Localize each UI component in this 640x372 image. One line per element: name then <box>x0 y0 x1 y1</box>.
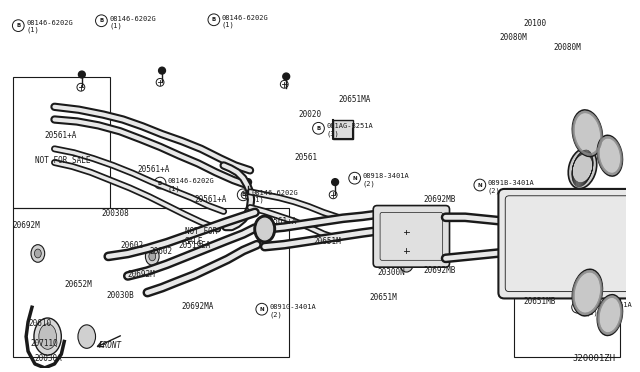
Text: 20692MB: 20692MB <box>423 266 456 275</box>
Text: B: B <box>158 180 162 186</box>
Text: 081A6-B251A
(3): 081A6-B251A (3) <box>586 302 632 316</box>
Ellipse shape <box>522 254 536 272</box>
Text: 20610: 20610 <box>28 319 51 328</box>
Ellipse shape <box>145 248 159 265</box>
Ellipse shape <box>597 135 623 176</box>
Text: 08146-6202G
(1): 08146-6202G (1) <box>109 16 156 29</box>
Text: 08918-3401A
(2): 08918-3401A (2) <box>362 173 409 187</box>
Text: 20711Q: 20711Q <box>30 339 58 347</box>
Text: 200308: 200308 <box>101 209 129 218</box>
Text: 20561+A: 20561+A <box>45 131 77 140</box>
Text: 08146-6202G
(1): 08146-6202G (1) <box>168 178 214 192</box>
Ellipse shape <box>572 110 602 157</box>
Ellipse shape <box>254 215 275 243</box>
Bar <box>13 208 289 357</box>
Ellipse shape <box>399 254 413 272</box>
Ellipse shape <box>149 252 156 261</box>
Text: 20692MA: 20692MA <box>182 302 214 311</box>
Text: N: N <box>477 183 482 187</box>
Text: 08146-6202G
(1): 08146-6202G (1) <box>251 190 298 203</box>
Text: B: B <box>316 126 321 131</box>
Text: 20652M: 20652M <box>64 280 92 289</box>
Ellipse shape <box>31 245 45 262</box>
Bar <box>514 288 620 357</box>
Text: 20030B: 20030B <box>106 291 134 299</box>
Circle shape <box>283 73 290 80</box>
Text: 20561+A: 20561+A <box>138 166 170 174</box>
Text: 20692M: 20692M <box>128 270 156 279</box>
Text: NOT FOR SALE: NOT FOR SALE <box>35 156 90 165</box>
Text: 0891B-3401A
(2): 0891B-3401A (2) <box>488 180 534 194</box>
Ellipse shape <box>257 218 273 240</box>
Ellipse shape <box>580 254 594 272</box>
Text: 20602: 20602 <box>120 241 143 250</box>
Text: 20561+A: 20561+A <box>265 217 297 226</box>
Ellipse shape <box>568 148 596 189</box>
Text: 08146-6202G
(1): 08146-6202G (1) <box>221 15 268 28</box>
Ellipse shape <box>525 259 532 267</box>
Text: NOT FOR
SALE: NOT FOR SALE <box>184 227 217 247</box>
Text: 20561: 20561 <box>294 153 317 162</box>
FancyBboxPatch shape <box>373 206 449 267</box>
Text: 20020: 20020 <box>299 110 322 119</box>
Text: N: N <box>353 176 357 181</box>
Text: 20519EA: 20519EA <box>179 241 211 250</box>
Text: 20300N: 20300N <box>377 268 405 277</box>
Text: 081AG-B251A
(3): 081AG-B251A (3) <box>326 124 373 137</box>
Text: B: B <box>99 18 104 23</box>
Text: 0891G-3401A
(2): 0891G-3401A (2) <box>269 304 316 318</box>
Text: 20561+A: 20561+A <box>195 195 227 204</box>
Text: 20080M: 20080M <box>499 33 527 42</box>
Text: 20080M: 20080M <box>553 43 581 52</box>
Text: 20030A: 20030A <box>35 354 63 363</box>
Text: 20100: 20100 <box>524 19 547 28</box>
Circle shape <box>244 179 252 186</box>
Text: 20651M: 20651M <box>314 237 341 246</box>
Ellipse shape <box>584 259 591 267</box>
Text: N: N <box>259 307 264 312</box>
Ellipse shape <box>597 295 623 336</box>
Text: B: B <box>575 305 580 310</box>
Circle shape <box>332 179 339 186</box>
Circle shape <box>159 67 166 74</box>
Ellipse shape <box>78 325 95 348</box>
Ellipse shape <box>572 269 602 316</box>
Ellipse shape <box>403 259 410 267</box>
Text: 08146-6202G
(1): 08146-6202G (1) <box>26 20 73 33</box>
Ellipse shape <box>35 249 41 258</box>
Text: B: B <box>16 23 20 28</box>
Ellipse shape <box>39 324 56 349</box>
Bar <box>333 119 353 139</box>
FancyBboxPatch shape <box>499 189 640 298</box>
Text: 20651M: 20651M <box>369 293 397 302</box>
Text: 20651MB: 20651MB <box>524 298 556 307</box>
Text: 20692M: 20692M <box>12 221 40 230</box>
Text: 20602: 20602 <box>149 247 172 256</box>
Text: B: B <box>212 17 216 22</box>
Text: 20692MB: 20692MB <box>423 195 456 204</box>
Circle shape <box>79 71 85 78</box>
Text: 20651MA: 20651MA <box>338 95 371 104</box>
Ellipse shape <box>34 318 61 355</box>
Bar <box>13 77 110 208</box>
Text: B: B <box>241 192 245 197</box>
Text: FRONT: FRONT <box>99 341 122 350</box>
Text: J20001ZH: J20001ZH <box>573 354 616 363</box>
